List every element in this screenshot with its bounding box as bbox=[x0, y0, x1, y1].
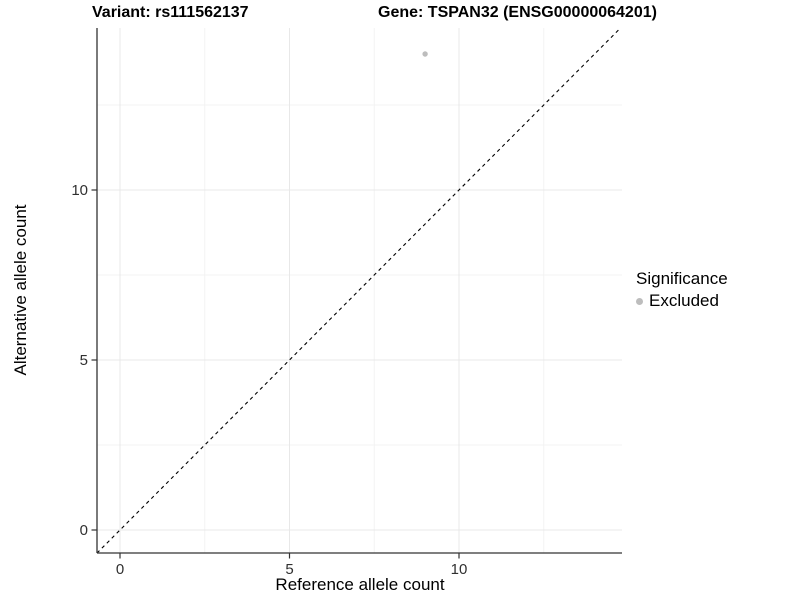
x-tick-label: 5 bbox=[285, 561, 293, 578]
plot-title-variant: Variant: rs111562137 bbox=[92, 4, 249, 21]
x-tick-label: 10 bbox=[451, 561, 468, 578]
identity-line bbox=[96, 27, 622, 554]
legend-entry: Excluded bbox=[636, 291, 728, 311]
x-tick-label: 0 bbox=[116, 561, 124, 578]
data-point bbox=[422, 51, 428, 57]
y-tick-label: 0 bbox=[80, 522, 88, 539]
x-axis-title: Reference allele count bbox=[275, 575, 445, 594]
legend-entry-label: Excluded bbox=[649, 291, 719, 310]
plot-title-gene: Gene: TSPAN32 (ENSG00000064201) bbox=[378, 4, 657, 21]
legend: Significance Excluded bbox=[636, 269, 728, 311]
legend-title: Significance bbox=[636, 269, 728, 288]
y-tick-label: 10 bbox=[71, 182, 88, 199]
y-tick-label: 5 bbox=[80, 352, 88, 369]
legend-point-icon bbox=[636, 297, 643, 305]
y-axis-title: Alternative allele count bbox=[11, 204, 30, 376]
